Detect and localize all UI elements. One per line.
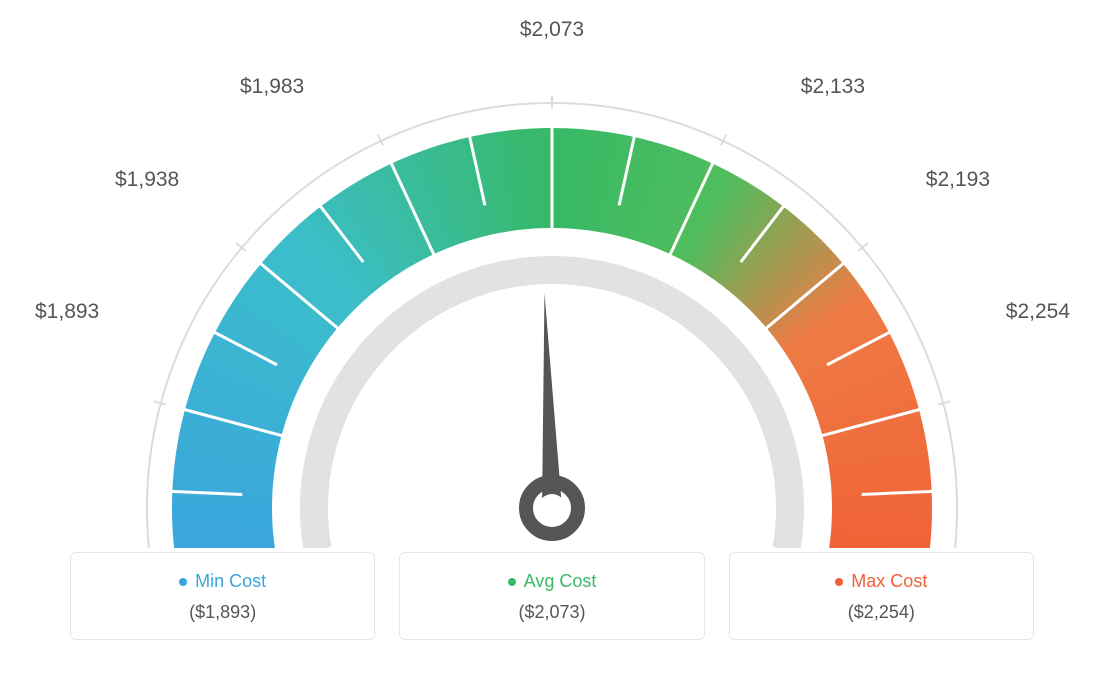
legend-dot-icon [835, 578, 843, 586]
gauge-tick-label: $2,133 [801, 75, 865, 99]
legend-card: Max Cost ($2,254) [729, 552, 1034, 640]
gauge-tick-label: $1,938 [115, 168, 179, 192]
legend-title: Max Cost [835, 571, 927, 592]
gauge-tick-label: $1,893 [35, 300, 99, 324]
legend-card: Avg Cost ($2,073) [399, 552, 704, 640]
legend-title: Min Cost [179, 571, 266, 592]
gauge-tick-label: $2,073 [520, 18, 584, 42]
legend-title-text: Min Cost [195, 571, 266, 592]
legend-row: Min Cost ($1,893) Avg Cost ($2,073) Max Cost… [0, 552, 1104, 640]
legend-title-text: Max Cost [851, 571, 927, 592]
gauge-tick-label: $2,193 [926, 168, 990, 192]
legend-dot-icon [179, 578, 187, 586]
legend-value: ($2,254) [740, 602, 1023, 623]
legend-card: Min Cost ($1,893) [70, 552, 375, 640]
legend-dot-icon [508, 578, 516, 586]
legend-value: ($1,893) [81, 602, 364, 623]
legend-title: Avg Cost [508, 571, 597, 592]
legend-title-text: Avg Cost [524, 571, 597, 592]
gauge-tick-label: $1,983 [240, 75, 304, 99]
legend-value: ($2,073) [410, 602, 693, 623]
gauge-svg [92, 48, 1012, 548]
gauge-tick-label: $2,254 [1006, 300, 1070, 324]
gauge-area: $1,893 $1,938 $1,983 $2,073 $2,133 $2,193 $2,2… [0, 0, 1104, 540]
gauge-chart-container: $1,893 $1,938 $1,983 $2,073 $2,133 $2,193 $2,2… [0, 0, 1104, 690]
